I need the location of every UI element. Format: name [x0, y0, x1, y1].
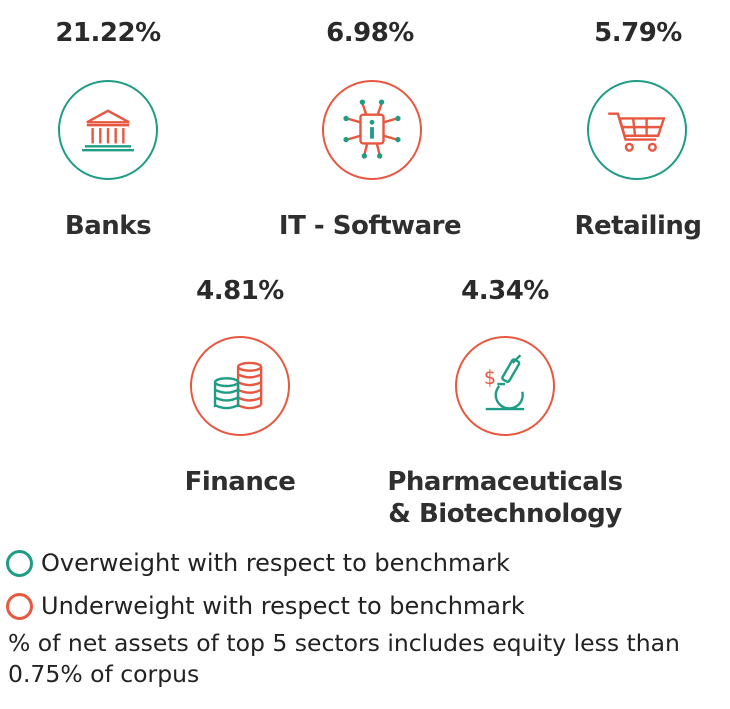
legend-underweight-label: Underweight with respect to benchmark — [41, 592, 525, 620]
bank-building-icon — [58, 80, 158, 180]
legend-underweight: Underweight with respect to benchmark — [6, 589, 525, 623]
sector-it-software: 6.98% IT - Software — [270, 0, 470, 250]
sector-name: Finance — [184, 467, 296, 497]
sector-percent: 4.81% — [196, 276, 284, 306]
sector-percent: 6.98% — [326, 18, 414, 48]
sector-name-line-1: Pharmaceuticals — [387, 467, 623, 497]
sector-percent: 5.79% — [594, 18, 682, 48]
legend-overweight: Overweight with respect to benchmark — [6, 546, 510, 580]
sector-name-line-2: & Biotechnology — [388, 499, 622, 529]
legend-overweight-label: Overweight with respect to benchmark — [41, 549, 510, 577]
sector-percent: 4.34% — [461, 276, 549, 306]
sector-name: Banks — [64, 211, 152, 241]
sector-retailing: 5.79% Retailing — [566, 0, 710, 250]
circuit-chip-icon — [322, 80, 422, 180]
sector-name: Retailing — [574, 211, 703, 241]
overweight-circle-icon — [6, 549, 33, 577]
sector-name: IT - Software — [278, 211, 462, 241]
sector-pharmaceuticals-biotechnology: 4.34% $ Pharmaceuticals & Biotechnology — [380, 262, 630, 532]
sector-banks: 21.22% Banks — [38, 0, 178, 250]
sector-finance: 4.81% Finance — [170, 262, 310, 512]
underweight-circle-icon — [6, 592, 33, 620]
footnote: % of net assets of top 5 sectors include… — [8, 629, 680, 688]
svg-text:$: $ — [484, 366, 496, 389]
shopping-cart-icon — [587, 80, 687, 180]
microscope-icon: $ — [455, 336, 555, 436]
sector-percent: 21.22% — [55, 18, 161, 48]
coin-stacks-icon — [190, 336, 290, 436]
